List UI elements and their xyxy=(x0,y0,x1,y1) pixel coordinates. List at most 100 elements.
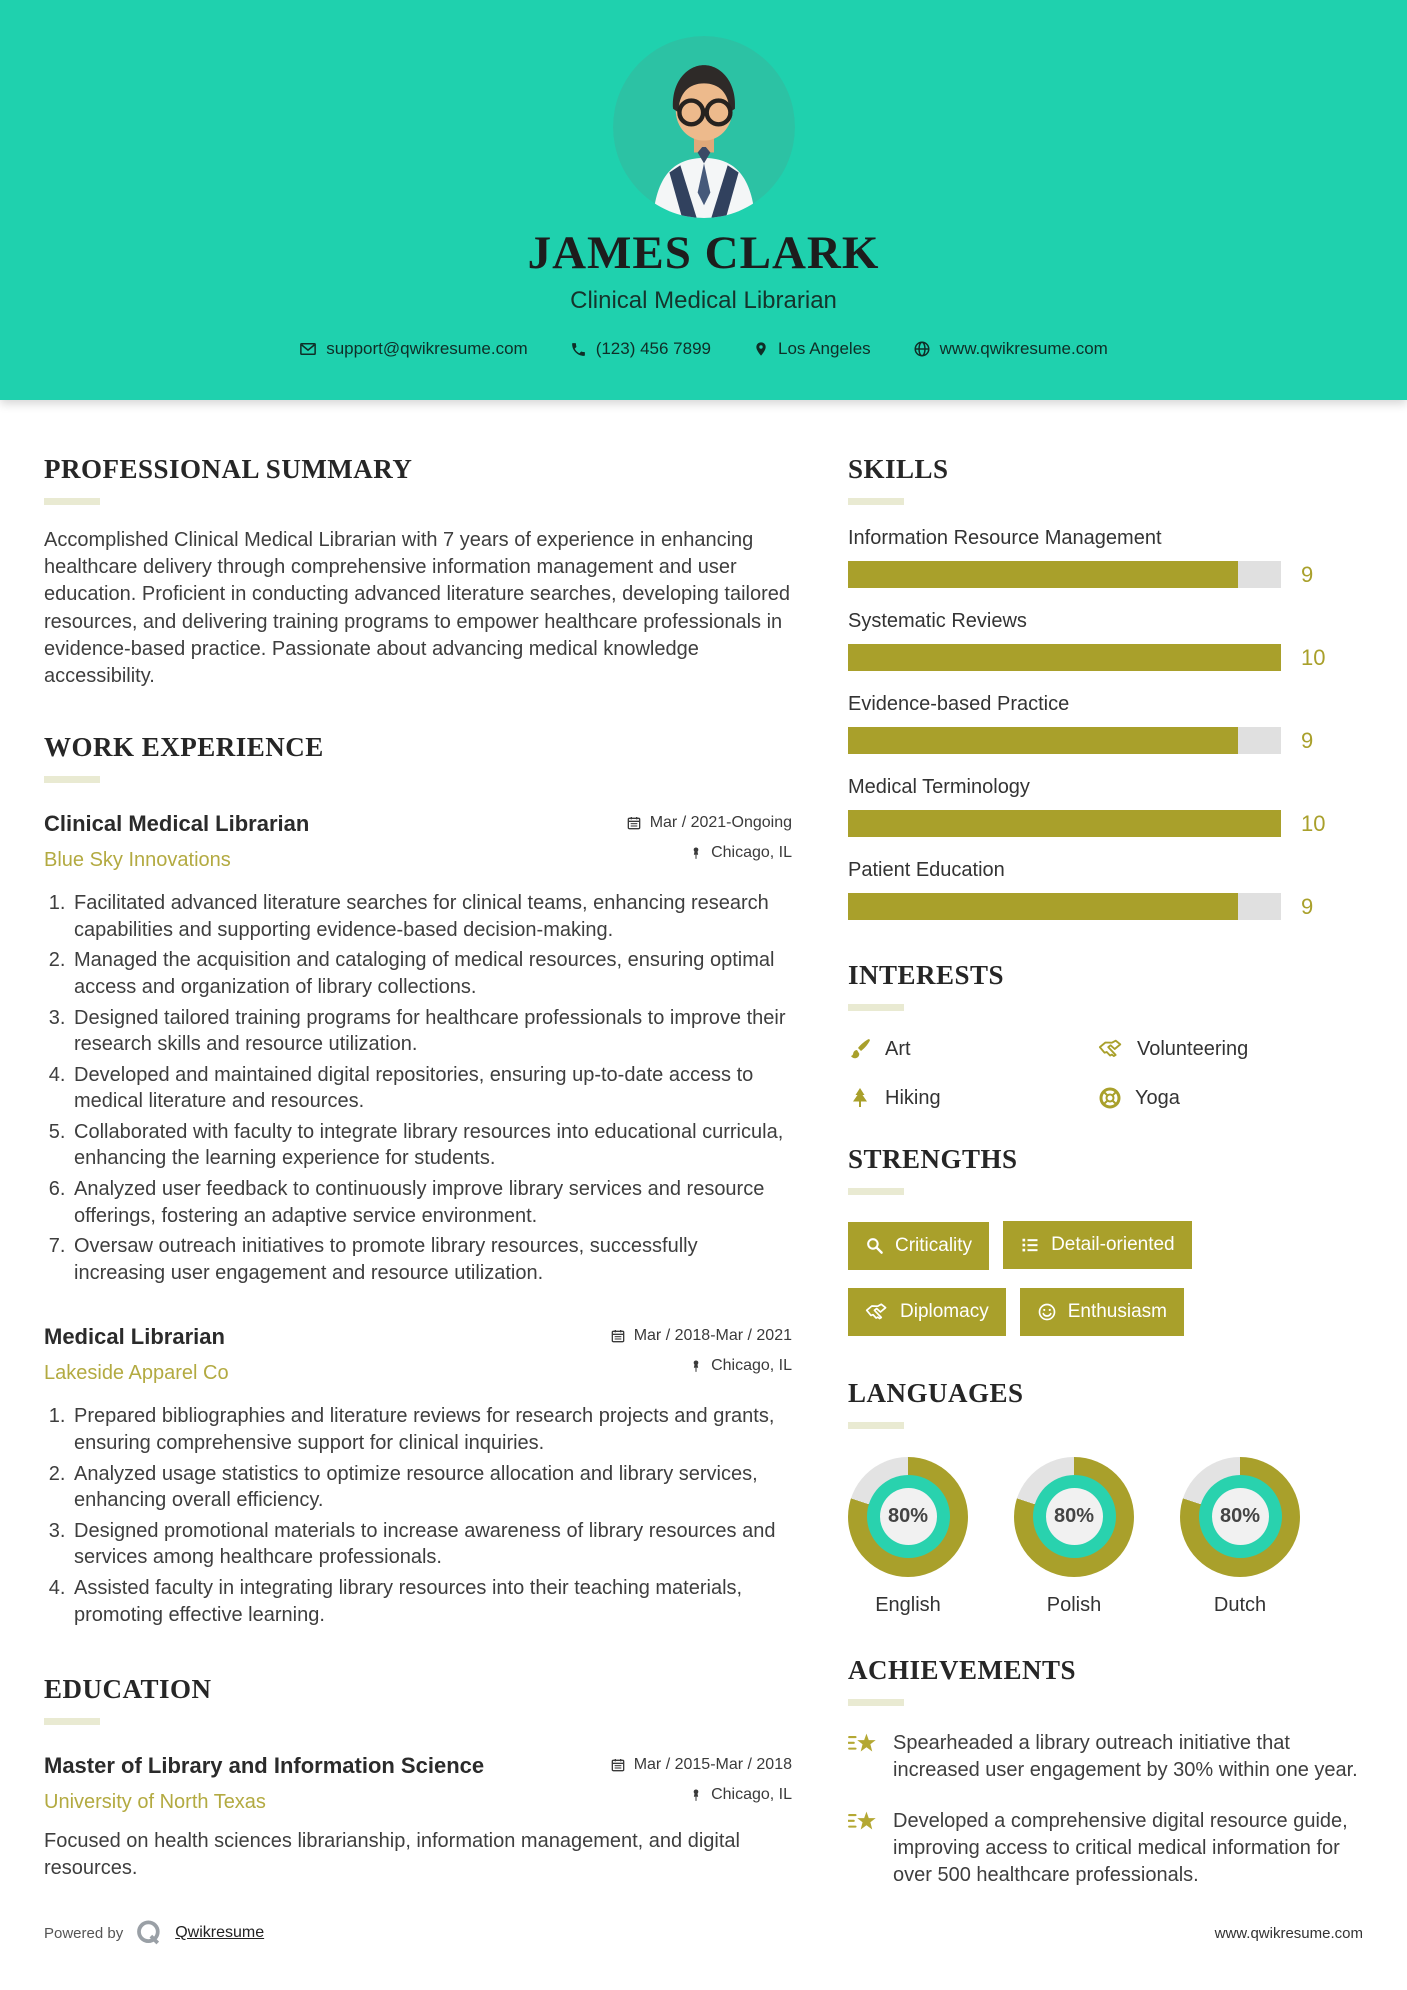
job-title: Clinical Medical Librarian xyxy=(44,811,310,837)
shooting-star-icon xyxy=(848,1811,876,1829)
shooting-star-icon xyxy=(848,1733,876,1751)
header: JAMES CLARK Clinical Medical Librarian s… xyxy=(0,0,1407,400)
contact-phone: (123) 456 7899 xyxy=(570,339,711,359)
education-dates: Mar / 2015-Mar / 2018 xyxy=(610,1756,792,1774)
achievement-item: Spearheaded a library outreach initiativ… xyxy=(848,1730,1363,1784)
summary-heading: PROFESSIONAL SUMMARY xyxy=(44,454,413,484)
skill-bar-fill xyxy=(848,561,1238,588)
interest-item: Volunteering xyxy=(1098,1037,1363,1061)
job-title: Medical Librarian xyxy=(44,1324,225,1350)
school-name: University of North Texas xyxy=(44,1791,266,1814)
duty-item: Designed promotional materials to increa… xyxy=(71,1518,792,1571)
strengths-heading: STRENGTHS xyxy=(848,1144,1018,1174)
language-name: English xyxy=(875,1593,941,1616)
language-name: Dutch xyxy=(1213,1593,1267,1616)
list-icon xyxy=(1022,1238,1038,1252)
duty-item: Managed the acquisition and cataloging o… xyxy=(71,947,792,1000)
duty-item: Developed and maintained digital reposit… xyxy=(71,1062,792,1115)
avatar xyxy=(612,36,795,218)
language-item: 80% English xyxy=(848,1456,968,1617)
achievements-heading: ACHIEVEMENTS xyxy=(848,1654,1077,1685)
languages-section: LANGUAGES 80% English 80% Polish xyxy=(848,1378,1363,1617)
skill-value: 9 xyxy=(1301,727,1314,753)
duty-item: Facilitated advanced literature searches… xyxy=(71,890,792,943)
contact-location: Los Angeles xyxy=(753,339,871,359)
qwikresume-link[interactable]: Qwikresume xyxy=(175,1924,265,1941)
heading-rule xyxy=(848,498,904,505)
handshake-icon xyxy=(865,1302,887,1319)
duty-item: Assisted faculty in integrating library … xyxy=(71,1575,792,1628)
heading-rule xyxy=(44,1718,100,1726)
globe-icon xyxy=(914,341,930,357)
phone-icon xyxy=(571,342,585,356)
powered-by-label: Powered by xyxy=(44,1924,124,1942)
language-percent: 80% xyxy=(1211,1488,1269,1545)
language-donut: 80% xyxy=(1014,1456,1134,1577)
heading-rule xyxy=(848,1004,904,1011)
skill-row: Medical Terminology 10 xyxy=(848,776,1326,837)
education-section: EDUCATION Master of Library and Informat… xyxy=(44,1674,792,1882)
skill-bar-track xyxy=(848,561,1281,588)
skill-bar-track xyxy=(848,810,1281,837)
calendar-icon xyxy=(611,1330,625,1343)
job-dates: Mar / 2021-Ongoing xyxy=(626,814,792,832)
education-heading: EDUCATION xyxy=(44,1674,212,1705)
person-name: JAMES CLARK xyxy=(527,227,880,279)
interest-item: Yoga xyxy=(1098,1086,1363,1110)
duty-item: Analyzed usage statistics to optimize re… xyxy=(71,1461,792,1514)
heading-rule xyxy=(44,498,100,505)
job-company: Lakeside Apparel Co xyxy=(44,1362,229,1385)
skill-bar-fill xyxy=(848,893,1238,920)
skills-section: SKILLS Information Resource Management 9… xyxy=(848,454,1363,920)
heading-rule xyxy=(44,776,100,784)
skill-bar-fill xyxy=(848,644,1281,671)
smiley-icon xyxy=(1038,1303,1056,1320)
left-column: PROFESSIONAL SUMMARY Accomplished Clinic… xyxy=(44,454,792,1889)
heading-rule xyxy=(848,1698,904,1706)
job-location: Chicago, IL xyxy=(626,844,792,862)
language-name: Polish xyxy=(1046,1593,1102,1616)
avatar-illustration xyxy=(612,36,795,218)
duty-item: Analyzed user feedback to continuously i… xyxy=(71,1176,792,1229)
interests-section: INTERESTS Art Volunteering Hiking xyxy=(848,960,1363,1110)
summary-text: Accomplished Clinical Medical Librarian … xyxy=(44,529,791,687)
contact-website[interactable]: www.qwikresume.com xyxy=(913,339,1108,359)
strength-badge: Enthusiasm xyxy=(1019,1287,1184,1336)
lifebuoy-icon xyxy=(1099,1087,1121,1109)
qwikresume-logo-icon xyxy=(137,1920,160,1945)
pushpin-icon xyxy=(693,1789,699,1802)
footer: Powered by Qwikresume www.qwikresume.com xyxy=(44,1918,1363,1948)
education-location: Chicago, IL xyxy=(610,1786,792,1804)
duty-item: Prepared bibliographies and literature r… xyxy=(71,1403,792,1456)
achievements-section: ACHIEVEMENTS Spearheaded a library outre… xyxy=(848,1655,1363,1889)
job-location: Chicago, IL xyxy=(610,1357,792,1375)
degree-title: Master of Library and Information Scienc… xyxy=(44,1753,485,1779)
footer-website[interactable]: www.qwikresume.com xyxy=(1214,1924,1363,1942)
skill-row: Information Resource Management 9 xyxy=(848,527,1314,588)
paintbrush-icon xyxy=(851,1039,870,1059)
skill-bar-track xyxy=(848,893,1281,920)
strength-badge: Criticality xyxy=(848,1221,990,1270)
skill-value: 9 xyxy=(1301,893,1314,919)
education-note: Focused on health sciences librarianship… xyxy=(44,1830,740,1880)
map-pin-icon xyxy=(756,342,766,356)
skills-heading: SKILLS xyxy=(848,454,949,484)
contact-email[interactable]: support@qwikresume.com xyxy=(299,339,528,359)
handshake-icon xyxy=(1098,1039,1122,1057)
job-entry: Medical Librarian Lakeside Apparel Co Ma… xyxy=(44,1324,792,1628)
job-dates: Mar / 2018-Mar / 2021 xyxy=(610,1327,792,1345)
pine-tree-icon xyxy=(853,1088,867,1107)
job-entry: Clinical Medical Librarian Blue Sky Inno… xyxy=(44,811,792,1286)
calendar-icon xyxy=(627,817,641,830)
duty-item: Collaborated with faculty to integrate l… xyxy=(71,1119,792,1172)
summary-section: PROFESSIONAL SUMMARY Accomplished Clinic… xyxy=(44,454,792,690)
skill-bar-fill xyxy=(848,810,1281,837)
skill-value: 10 xyxy=(1301,644,1326,670)
main-content: PROFESSIONAL SUMMARY Accomplished Clinic… xyxy=(0,400,1407,1889)
achievement-item: Developed a comprehensive digital resour… xyxy=(848,1808,1363,1889)
language-percent: 80% xyxy=(879,1488,937,1545)
interest-item: Hiking xyxy=(848,1086,1098,1110)
skill-row: Patient Education 9 xyxy=(848,859,1314,920)
right-column: SKILLS Information Resource Management 9… xyxy=(848,454,1363,1889)
skill-value: 10 xyxy=(1301,810,1326,836)
